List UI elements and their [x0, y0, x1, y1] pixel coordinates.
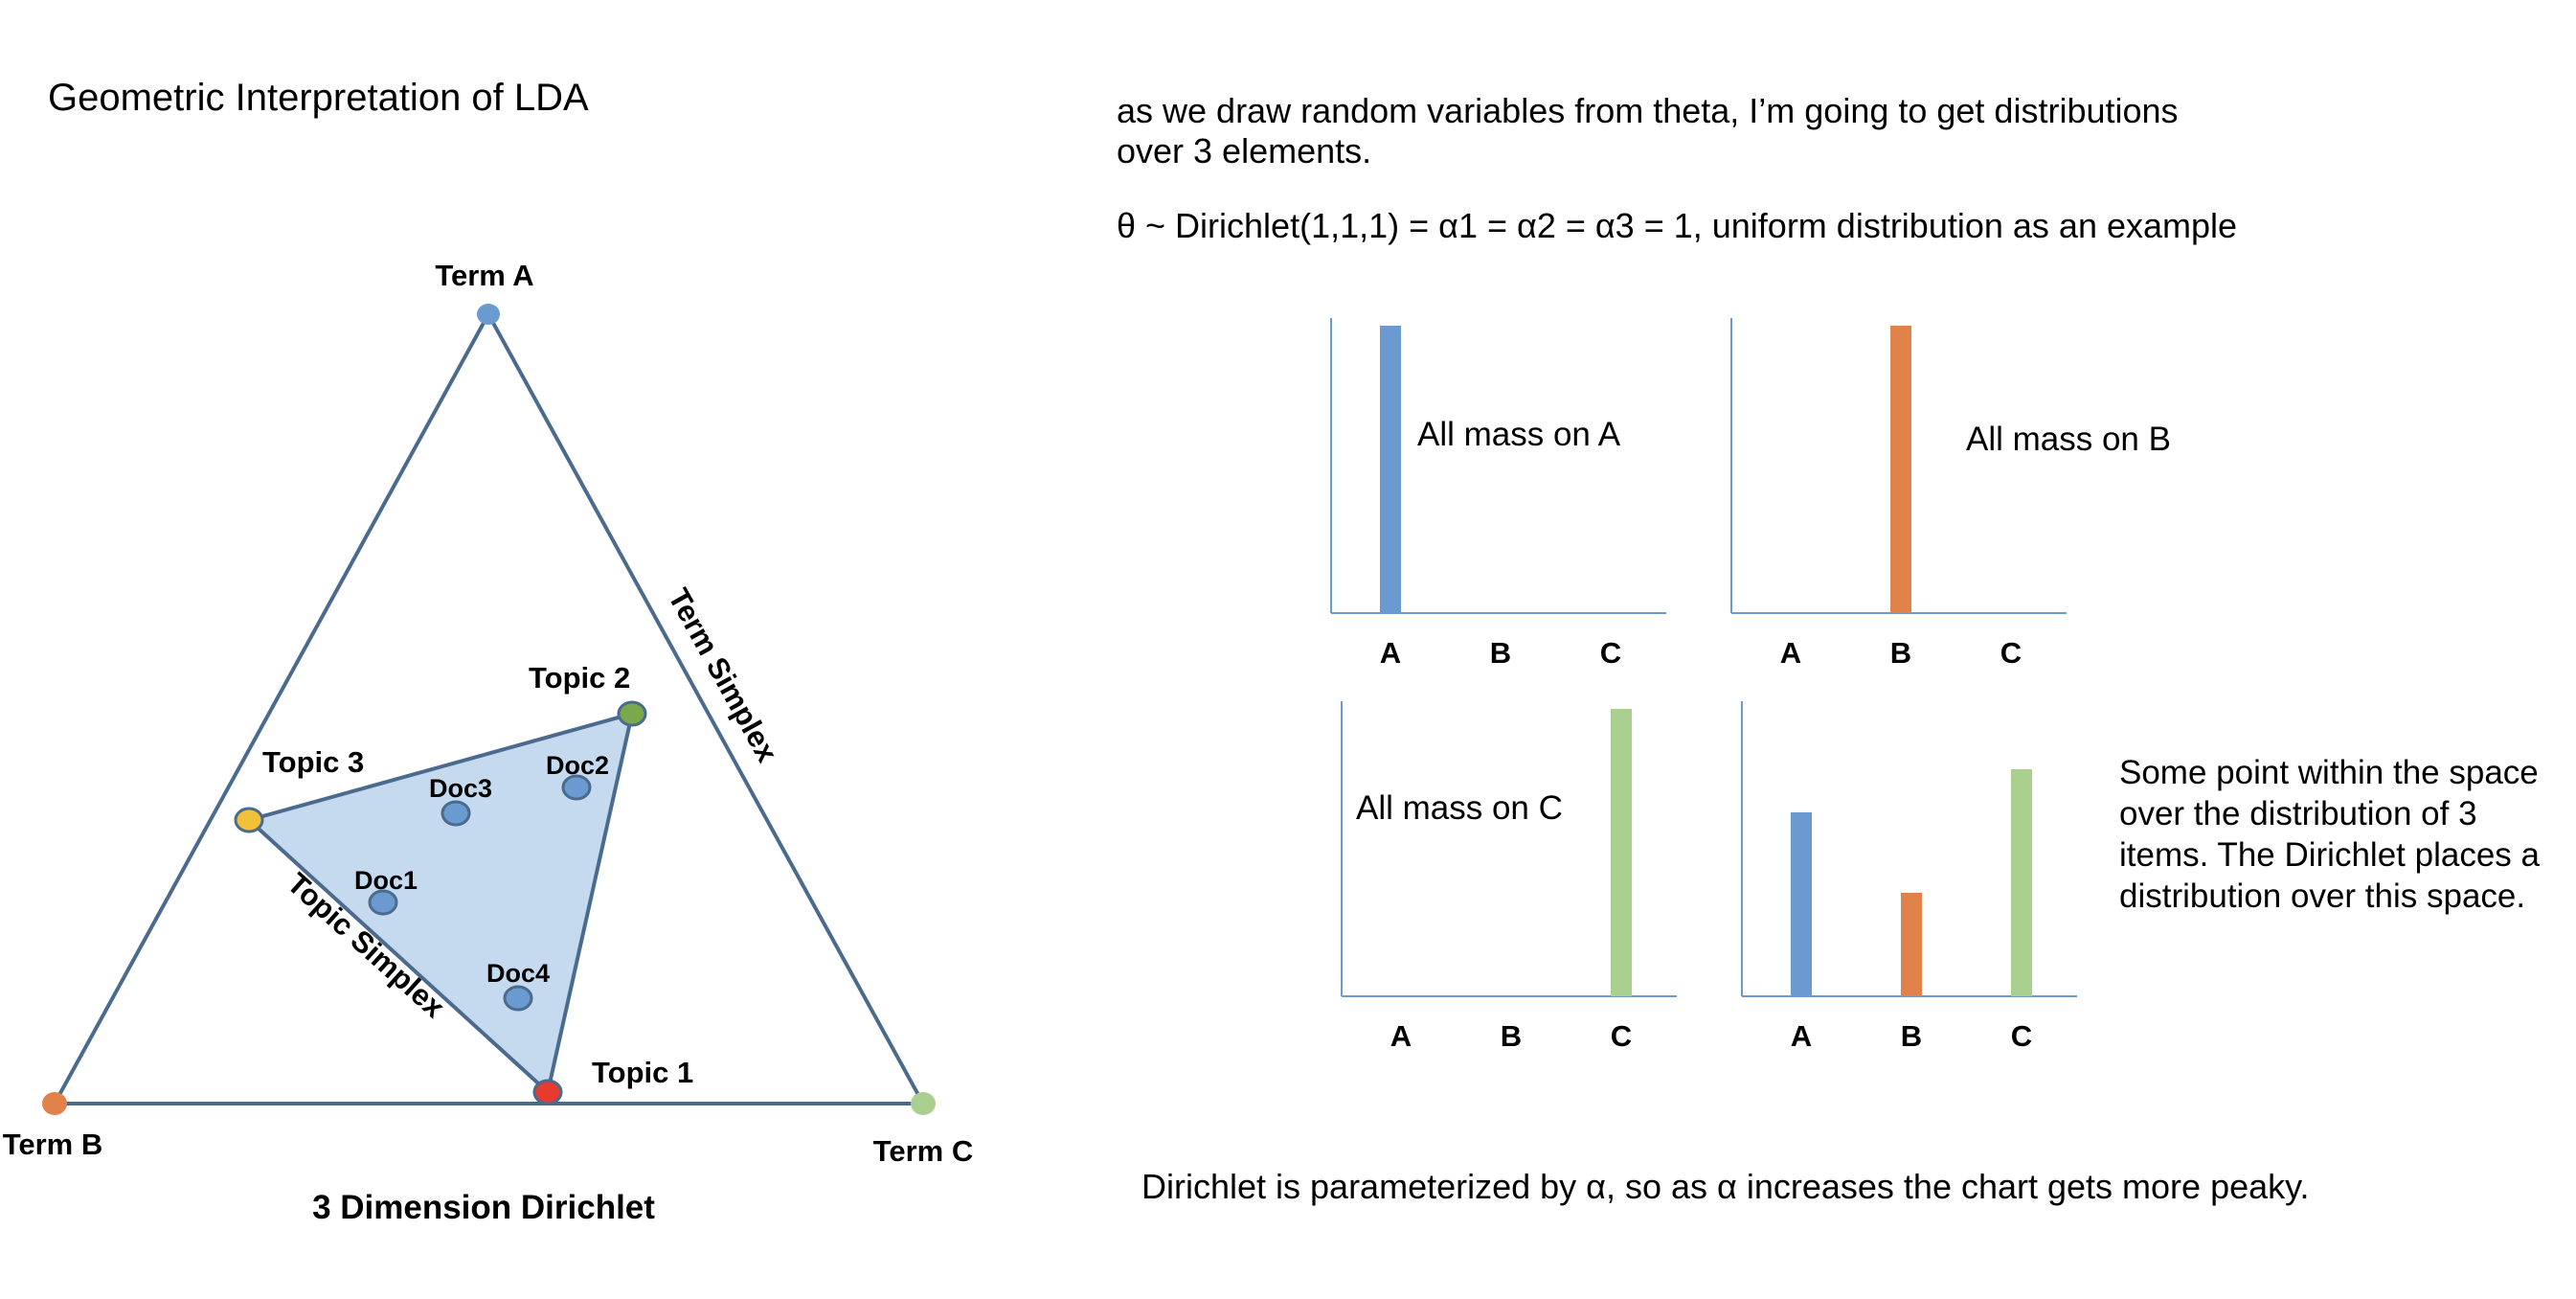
side-note: Some point within the space over the dis… — [2119, 754, 2540, 915]
tick-label-c: C — [2011, 1019, 2032, 1053]
topic-2-marker — [617, 700, 647, 727]
bar-chart-svg: A B C All mass on A — [1330, 318, 1666, 670]
tick-label-b: B — [1901, 1019, 1922, 1053]
bar-chart-svg: A B C All mass on B — [1730, 318, 2171, 670]
doc-1-marker — [368, 889, 398, 916]
doc-2-label: Doc2 — [546, 751, 609, 780]
tick-label-c: C — [1611, 1019, 1632, 1053]
bar-chart-mixed: A B C — [1741, 701, 2077, 1073]
bar-chart-annotation: All mass on B — [1966, 421, 2171, 458]
simplex-caption: 3 Dimension Dirichlet — [312, 1189, 655, 1226]
topic-1-label: Topic 1 — [592, 1056, 693, 1089]
tick-label-b: B — [1490, 636, 1511, 670]
simplex-diagram: Term A Term B Term C Topic 1 Topic 2 Top… — [3, 259, 974, 1226]
bar-chart-annotation: All mass on A — [1417, 416, 1621, 453]
term-simplex-triangle — [51, 309, 927, 1105]
intro-line-1: as we draw random variables from theta, … — [1117, 91, 2179, 130]
page-title: Geometric Interpretation of LDA — [48, 77, 589, 119]
bar-chart-mass-a: A B C All mass on A — [1330, 318, 1666, 690]
bar-a — [1791, 812, 1812, 996]
tick-label-a: A — [1380, 636, 1401, 670]
doc-4-marker — [503, 985, 533, 1012]
bar-chart-mass-b: A B C All mass on B — [1730, 318, 2171, 690]
tick-label-b: B — [1890, 636, 1911, 670]
dirichlet-equation: θ ~ Dirichlet(1,1,1) = α1 = α2 = α3 = 1,… — [1117, 206, 2238, 245]
term-a-label: Term A — [435, 259, 533, 292]
tick-label-a: A — [1780, 636, 1801, 670]
doc-3-label: Doc3 — [429, 774, 492, 803]
topic-3-label: Topic 3 — [262, 745, 364, 779]
topic-simplex-triangle — [244, 711, 635, 1096]
bar-b — [1901, 893, 1922, 996]
bar-chart-svg: A B C All mass on C — [1341, 701, 1677, 1053]
doc-2-marker — [561, 774, 592, 801]
bar-chart-svg: A B C — [1741, 701, 2077, 1053]
tick-label-a: A — [1791, 1019, 1812, 1053]
topic-1-marker — [532, 1079, 563, 1105]
bar-c — [1611, 709, 1632, 996]
bar-chart-annotation: All mass on C — [1356, 789, 1563, 827]
term-b-label: Term B — [3, 1128, 103, 1161]
doc-1-label: Doc1 — [354, 866, 418, 895]
topic-2-label: Topic 2 — [529, 661, 630, 695]
tick-label-c: C — [2000, 636, 2022, 670]
bar-b — [1890, 326, 1911, 613]
doc-3-marker — [441, 800, 471, 827]
bar-c — [2011, 769, 2032, 996]
intro-line-2: over 3 elements. — [1117, 131, 1372, 171]
term-b-marker — [42, 1092, 67, 1115]
doc-4-label: Doc4 — [486, 959, 550, 988]
term-a-marker — [477, 304, 500, 325]
tick-label-a: A — [1390, 1019, 1412, 1053]
topic-3-marker — [234, 807, 264, 833]
tick-label-b: B — [1501, 1019, 1522, 1053]
term-c-marker — [911, 1092, 936, 1115]
tick-label-c: C — [1600, 636, 1621, 670]
bar-chart-mass-c: A B C All mass on C — [1341, 701, 1677, 1073]
bar-a — [1380, 326, 1401, 613]
footer-note: Dirichlet is parameterized by α, so as α… — [1141, 1167, 2310, 1206]
term-c-label: Term C — [873, 1134, 974, 1168]
